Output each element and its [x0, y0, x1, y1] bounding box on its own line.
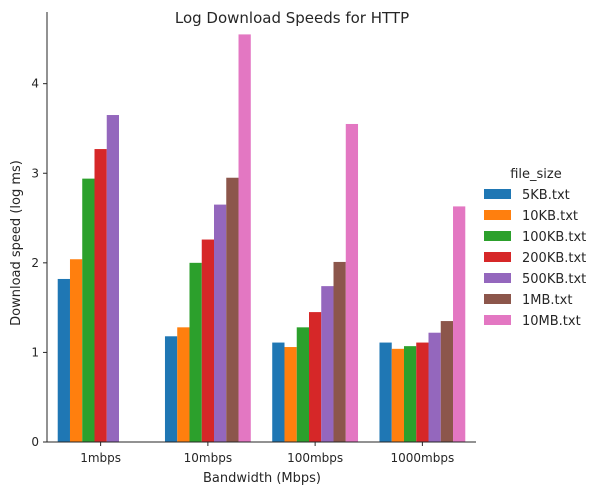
legend-swatch [484, 273, 511, 283]
bar [416, 342, 429, 442]
bar [321, 286, 334, 443]
x-tick-label: 1000mbps [391, 451, 455, 465]
bar [333, 261, 346, 442]
bar [201, 239, 215, 442]
bar [391, 348, 404, 442]
legend-label: 500KB.txt [522, 272, 586, 287]
bar [69, 259, 83, 442]
bar [379, 342, 392, 442]
legend-swatch [484, 210, 511, 220]
bar [106, 115, 120, 443]
legend-swatch [484, 231, 511, 241]
bar [214, 204, 227, 442]
bar [177, 327, 190, 442]
bar [284, 347, 297, 442]
bar [189, 262, 202, 442]
bar [440, 321, 454, 442]
legend-title: file_size [510, 167, 562, 182]
legend-label: 10MB.txt [522, 314, 581, 329]
bar [309, 312, 322, 442]
bar [238, 34, 251, 443]
legend-label: 100KB.txt [522, 230, 586, 245]
y-axis-label: Download speed (log ms) [9, 160, 24, 326]
bar [403, 346, 417, 442]
x-tick-label: 1mbps [80, 451, 121, 465]
legend-swatch [484, 189, 511, 199]
plot-area: 0 1 2 3 4 1mbps 10mbps 100mbps 1000mbps [31, 12, 476, 465]
bar [164, 336, 178, 442]
x-tick-label: 10mbps [184, 451, 232, 465]
y-tick-label: 4 [31, 77, 39, 91]
y-tick-label: 0 [31, 435, 39, 449]
legend-swatch [484, 294, 511, 304]
x-tick-label: 100mbps [287, 451, 343, 465]
legend-label: 1MB.txt [522, 293, 572, 308]
x-axis-label: Bandwidth (Mbps) [203, 471, 321, 486]
legend-swatch [484, 252, 511, 262]
legend-label: 10KB.txt [522, 209, 578, 224]
legend-label: 5KB.txt [522, 188, 570, 203]
bar [94, 149, 107, 442]
legend-label: 200KB.txt [522, 251, 586, 266]
legend: file_size 5KB.txt 10KB.txt 100KB.txt 200KB.… [484, 167, 586, 329]
bar [453, 206, 466, 442]
y-tick-label: 3 [31, 166, 39, 180]
bar [296, 327, 309, 442]
bar [57, 278, 70, 442]
bar [82, 178, 95, 443]
bar [272, 342, 285, 442]
chart-title: Log Download Speeds for HTTP [175, 9, 409, 27]
y-tick-label: 2 [31, 256, 39, 270]
y-tick-label: 1 [31, 345, 39, 359]
bar [345, 123, 359, 442]
bar [226, 177, 239, 443]
bar [428, 332, 441, 442]
legend-swatch [484, 315, 511, 325]
